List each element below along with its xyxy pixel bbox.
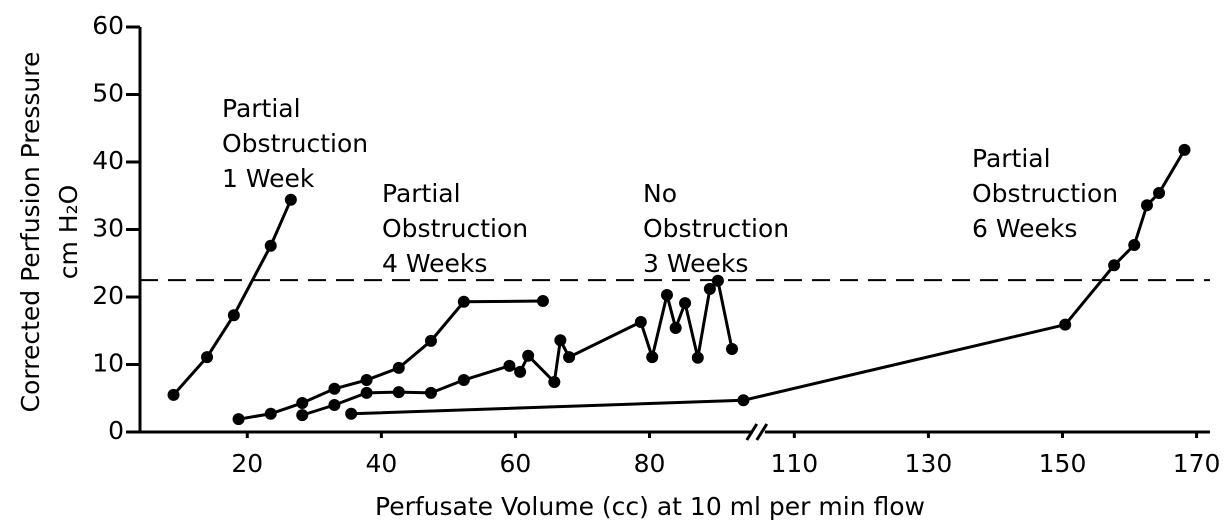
data-point [328, 382, 341, 395]
y-tick-label: 30 [92, 214, 124, 243]
data-point [646, 351, 659, 364]
data-point [554, 334, 567, 347]
x-tick-label: 80 [634, 449, 666, 478]
x-tick-label: 40 [365, 449, 397, 478]
data-point [360, 374, 373, 387]
data-point [264, 239, 277, 252]
axis-break [755, 423, 769, 441]
y-axis-label: cm H₂O [54, 185, 83, 280]
data-point [284, 193, 297, 206]
data-point [392, 361, 405, 374]
series-label: Obstruction [643, 214, 789, 243]
data-point [1108, 259, 1121, 272]
data-point [536, 295, 549, 308]
series-label: Partial [972, 144, 1051, 173]
data-point [679, 297, 692, 310]
data-point [328, 399, 341, 411]
data-point [201, 351, 214, 364]
data-point [296, 409, 309, 422]
series-label: 3 Weeks [643, 249, 748, 278]
data-point [167, 388, 180, 401]
data-point [424, 386, 437, 399]
data-point [1140, 199, 1153, 212]
data-point [1059, 318, 1072, 331]
x-tick-label: 60 [500, 449, 532, 478]
x-tick-label: 150 [1039, 449, 1087, 478]
series-label: 4 Weeks [382, 249, 487, 278]
data-point [345, 407, 358, 420]
y-tick-label: 60 [92, 11, 124, 40]
data-point [503, 359, 516, 372]
series-label: Partial [222, 94, 301, 123]
data-point [522, 349, 535, 362]
data-point [548, 376, 561, 389]
series-line [172, 199, 293, 396]
x-tick-label: 20 [231, 449, 263, 478]
data-point [232, 413, 245, 426]
data-point [1153, 187, 1166, 200]
data-point [296, 396, 309, 409]
x-tick-label: 130 [905, 449, 953, 478]
data-point [227, 309, 240, 322]
y-tick-label: 20 [92, 281, 124, 310]
data-point [457, 374, 470, 387]
data-point [737, 394, 750, 407]
x-axis-label: Perfusate Volume (cc) at 10 ml per min f… [375, 492, 925, 521]
series-label: Obstruction [972, 179, 1118, 208]
data-point [725, 342, 738, 355]
series-label: No [643, 179, 677, 208]
data-point [634, 315, 647, 328]
y-tick-label: 40 [92, 146, 124, 175]
series-label: 1 Week [222, 164, 315, 193]
data-point [1128, 239, 1141, 252]
data-point [703, 282, 716, 295]
series-label: Obstruction [382, 214, 528, 243]
data-point [669, 322, 682, 335]
data-point [711, 274, 724, 287]
series-label: 6 Weeks [972, 214, 1077, 243]
data-point [660, 288, 673, 301]
series-line [238, 299, 543, 421]
y-tick-label: 10 [92, 349, 124, 378]
data-point [457, 295, 470, 308]
axis-break [745, 423, 759, 441]
data-point [514, 365, 527, 378]
series-label: Partial [382, 179, 461, 208]
series-label: Obstruction [222, 129, 368, 158]
x-tick-label: 110 [770, 449, 818, 478]
data-point [264, 407, 277, 420]
y-tick-label: 50 [92, 79, 124, 108]
y-tick-label: 0 [108, 416, 124, 445]
data-point [691, 351, 704, 364]
data-point [360, 386, 373, 399]
y-axis-label: Corrected Perfusion Pressure [16, 52, 45, 413]
data-point [1178, 143, 1191, 156]
data-point [563, 351, 576, 364]
data-point [392, 386, 405, 399]
data-point [424, 334, 437, 347]
x-tick-label: 170 [1173, 449, 1221, 478]
